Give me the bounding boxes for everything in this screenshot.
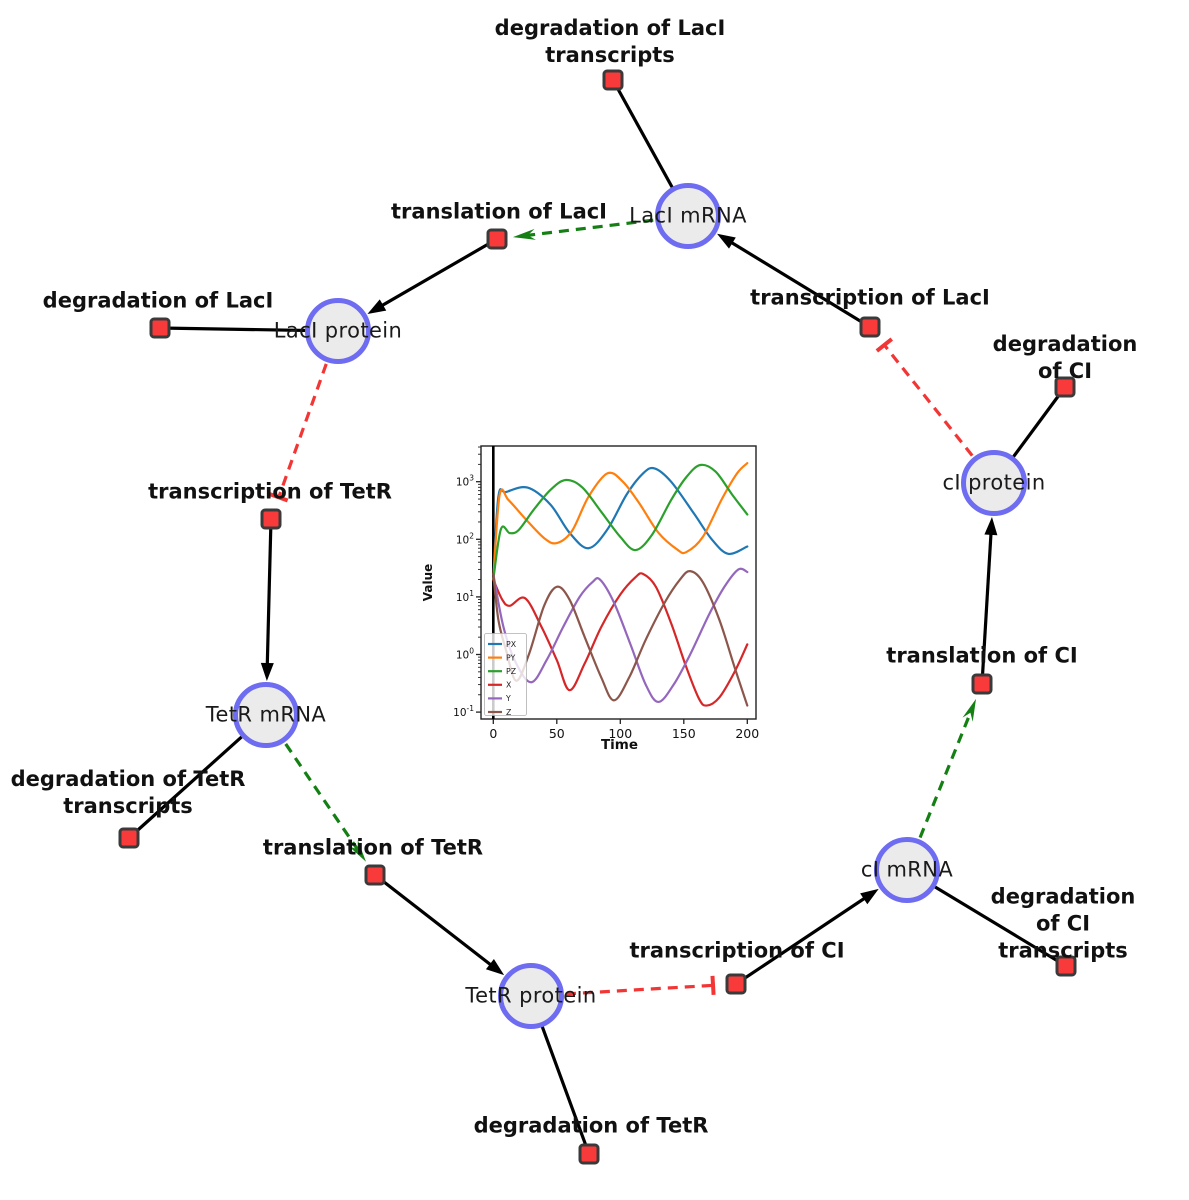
chart-series-Z bbox=[492, 570, 749, 707]
legend-box bbox=[484, 633, 527, 716]
reaction-node-txn_laci[interactable] bbox=[859, 316, 881, 338]
edge-inhibitor-tetr_protein-txn_ci bbox=[565, 983, 714, 996]
chart-series-X bbox=[492, 572, 749, 707]
arrowhead-icon bbox=[367, 299, 387, 314]
edge-inhibitor-ci_protein-txn_laci bbox=[883, 344, 974, 457]
y-tick-label: 101 bbox=[456, 589, 474, 604]
reaction-label-deg_tetr_tx: degradation of TetR transcripts bbox=[10, 767, 246, 818]
reaction-label-transl_laci: translation of LacI bbox=[391, 199, 607, 224]
reaction-node-transl_tetr[interactable] bbox=[364, 864, 386, 886]
legend-label-PY: PY bbox=[506, 653, 516, 662]
reaction-node-txn_ci[interactable] bbox=[725, 973, 747, 995]
edge-modifier-ci_mrna-transl_ci bbox=[918, 707, 974, 839]
species-node-ci_mrna[interactable] bbox=[874, 837, 940, 903]
species-label-tetr_mrna: TetR mRNA bbox=[205, 702, 327, 727]
edge-inhibitor-laci_protein-txn_tetr bbox=[277, 363, 328, 498]
reaction-node-deg_tetr[interactable] bbox=[578, 1143, 600, 1165]
legend-label-PX: PX bbox=[506, 640, 517, 649]
reaction-node-deg_ci[interactable] bbox=[1054, 376, 1076, 398]
reaction-node-deg_tetr_tx[interactable] bbox=[118, 827, 140, 849]
species-node-ci_protein[interactable] bbox=[961, 450, 1027, 516]
diamond-arrowhead-icon bbox=[512, 228, 536, 240]
y-tick-label: 103 bbox=[456, 474, 474, 489]
edge-product-txn_ci-ci_mrna bbox=[735, 895, 868, 986]
reaction-label-deg_ci: degradation of CI bbox=[992, 332, 1138, 383]
edge-product-transl_ci-ci_protein bbox=[980, 530, 993, 685]
diamond-arrowhead-icon bbox=[962, 698, 977, 722]
reaction-node-deg_ci_tx[interactable] bbox=[1055, 955, 1077, 977]
diamond-arrowhead-icon bbox=[348, 840, 366, 862]
chart-series-PX bbox=[492, 466, 749, 581]
chart-series-PY bbox=[492, 462, 749, 581]
reaction-label-deg_laci: degradation of LacI bbox=[42, 288, 274, 313]
edge-product-txn_laci-laci_mrna bbox=[728, 239, 871, 329]
y-tick-label: 102 bbox=[456, 531, 474, 546]
edge-modifier-laci_mrna-transl_laci bbox=[522, 218, 654, 238]
x-axis-label: Time bbox=[601, 737, 638, 753]
tee-bar-icon bbox=[269, 492, 289, 503]
reaction-label-deg_laci_tx: degradation of LacI transcripts bbox=[494, 16, 726, 67]
reaction-node-deg_laci_tx[interactable] bbox=[602, 69, 624, 91]
chart-series-Y bbox=[492, 567, 749, 704]
chart-legend: PX PY PZ XYZ bbox=[484, 633, 527, 717]
species-node-laci_protein[interactable] bbox=[305, 298, 371, 364]
y-tick-label: 10-1 bbox=[453, 704, 474, 719]
legend-label-Z: Z bbox=[506, 708, 511, 717]
arrowhead-icon bbox=[717, 233, 736, 249]
x-tick-label: 100 bbox=[608, 726, 632, 741]
edge-modifier-tetr_mrna-transl_tetr bbox=[284, 743, 362, 855]
chart-series-group bbox=[491, 446, 749, 719]
y-axis-label: Value bbox=[421, 564, 435, 602]
x-tick-label: 0 bbox=[489, 726, 497, 741]
species-label-tetr_protein: TetR protein bbox=[465, 983, 597, 1008]
y-tick-label: 100 bbox=[456, 647, 474, 662]
x-tick-label: 200 bbox=[735, 726, 759, 741]
arrowhead-icon bbox=[260, 662, 274, 682]
species-node-laci_mrna[interactable] bbox=[655, 183, 721, 249]
chart-series-PZ bbox=[492, 463, 749, 581]
species-label-laci_protein: LacI protein bbox=[273, 318, 403, 343]
legend-label-X: X bbox=[506, 681, 512, 690]
reaction-node-transl_ci[interactable] bbox=[971, 673, 993, 695]
species-label-ci_protein: cI protein bbox=[942, 470, 1046, 495]
inset-chart: 0 50 100 150 20010-1100101102103TimeValuePXP… bbox=[421, 445, 759, 753]
species-label-ci_mrna: cI mRNA bbox=[860, 857, 954, 882]
edge-product-txn_tetr-tetr_mrna bbox=[265, 518, 273, 668]
arrowhead-icon bbox=[860, 888, 879, 905]
edge-product-transl_laci-laci_protein bbox=[378, 237, 498, 309]
edge-product-transl_tetr-tetr_protein bbox=[374, 873, 495, 968]
edges-layer bbox=[127, 79, 1067, 1155]
x-tick-label: 50 bbox=[549, 726, 565, 741]
species-node-tetr_mrna[interactable] bbox=[233, 682, 299, 748]
species-node-tetr_protein[interactable] bbox=[498, 963, 564, 1029]
reaction-label-txn_laci: transcription of LacI bbox=[750, 285, 990, 310]
x-tick-label: 150 bbox=[672, 726, 696, 741]
reaction-label-deg_ci_tx: degradation of CI transcripts bbox=[990, 884, 1136, 963]
legend-label-Y: Y bbox=[505, 694, 511, 703]
chart-frame bbox=[480, 445, 757, 720]
arrowhead-icon bbox=[485, 958, 505, 976]
reaction-label-txn_tetr: transcription of TetR bbox=[148, 479, 392, 504]
species-label-laci_mrna: LacI mRNA bbox=[629, 203, 747, 228]
reaction-node-deg_laci[interactable] bbox=[149, 317, 171, 339]
tee-bar-icon bbox=[710, 975, 716, 995]
reaction-label-txn_ci: transcription of CI bbox=[629, 938, 845, 963]
arrowhead-icon bbox=[984, 516, 998, 536]
reaction-label-transl_ci: translation of CI bbox=[886, 643, 1078, 668]
reaction-node-transl_laci[interactable] bbox=[486, 228, 508, 250]
legend-label-PZ: PZ bbox=[506, 667, 516, 676]
reaction-label-deg_tetr: degradation of TetR bbox=[473, 1113, 709, 1138]
reaction-label-transl_tetr: translation of TetR bbox=[262, 835, 484, 860]
tee-bar-icon bbox=[875, 337, 893, 353]
reaction-node-txn_tetr[interactable] bbox=[260, 508, 282, 530]
